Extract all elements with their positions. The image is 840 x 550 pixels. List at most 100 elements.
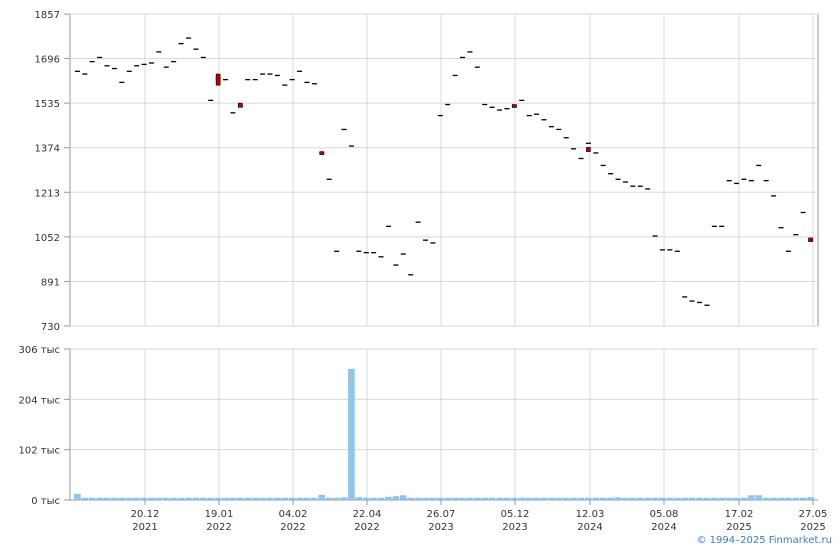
volume-bar [296,497,303,501]
price-candle-body [512,104,517,108]
volume-bar [340,497,348,501]
volume-tick-label: 306 тыс [19,345,60,356]
volume-bar [118,497,126,501]
volume-bar [799,497,807,501]
volume-bar [525,497,533,501]
volume-bar [592,497,600,501]
x-tick-year: 2024 [651,522,676,533]
x-tick-year: 2024 [577,522,602,533]
volume-bar [755,495,762,501]
volume-bar [444,497,451,501]
volume-bar [392,496,400,501]
volume-bar [326,497,333,501]
x-tick-date: 19.01 [205,509,234,520]
volume-bar [555,497,562,501]
volume-bar [400,495,407,501]
volume-bar [185,497,192,501]
volume-bar [244,497,251,501]
x-tick-date: 26.07 [427,509,456,520]
volume-bar [140,497,148,501]
x-tick-year: 2022 [206,522,231,533]
volume-bar [725,497,733,501]
volume-bar [733,497,740,501]
volume-bar [377,497,385,501]
volume-bar [89,497,96,501]
volume-bar [711,497,718,501]
volume-bar [762,497,770,501]
volume-bar [459,497,466,501]
volume-tick-label: 102 тыс [19,446,60,457]
volume-bar [496,497,503,501]
volume-bar [748,495,755,501]
x-tick-date: 04.02 [279,509,308,520]
volume-bar [785,497,792,501]
price-candle-body [319,151,325,155]
volume-bar [622,497,629,501]
volume-bar [562,497,570,501]
volume-y-ticks: 306 тыс 204 тыс 102 тыс 0 тыс [19,345,70,507]
price-tick-label: 1052 [35,233,60,244]
price-tick-label: 1696 [35,55,60,66]
volume-bar [659,497,666,501]
volume-bar [81,497,89,501]
volume-bar [718,497,725,501]
volume-bar [577,497,585,501]
volume-bar [363,497,370,501]
x-tick-date: 22.04 [353,509,382,520]
volume-bar [103,497,111,501]
volume-bar [333,497,340,501]
volume-bar [348,369,355,501]
volume-bar [607,497,614,501]
volume-bar [740,497,748,501]
volume-bar [214,497,222,501]
volume-bar [96,497,103,501]
volume-bar [370,497,377,501]
volume-bar [422,497,429,501]
volume-bar [666,497,674,501]
price-tick-label: 1535 [35,99,60,110]
volume-bar [681,497,688,501]
price-candle-body [215,73,221,86]
volume-bar [288,497,296,501]
volume-bar [192,497,200,501]
price-tick-label: 730 [41,322,60,333]
volume-bar [407,497,414,501]
volume-bar [222,497,229,501]
volume-bar [570,497,577,501]
volume-bar [503,497,511,501]
volume-bar [466,497,474,501]
x-tick-year: 2025 [800,522,825,533]
price-candle-body [808,237,813,242]
volume-grid [69,348,818,501]
volume-bar [770,497,777,501]
volume-bar [311,497,318,501]
volume-bar [111,497,118,501]
volume-bar [792,497,799,501]
volume-bar [688,497,696,501]
x-tick-year: 2023 [502,522,527,533]
volume-bar [259,497,266,501]
copyright-credit: © 1994–2025 Finmarket.ru [696,535,832,546]
price-tick-label: 1213 [35,188,60,199]
volume-bar [163,497,170,501]
volume-bar [74,493,81,501]
volume-bar [318,494,326,501]
volume-bar [629,497,637,501]
volume-bar [674,497,681,501]
price-tick-label: 891 [41,277,60,288]
x-tick-year: 2025 [726,522,751,533]
volume-bar [637,497,644,501]
volume-bar [126,497,133,501]
x-tick-year: 2023 [428,522,453,533]
volume-bar [451,497,459,501]
volume-bar [533,497,540,501]
volume-bar [644,497,651,501]
volume-bar [414,497,422,501]
volume-bar [266,497,274,501]
price-y-ticks: 1857 1696 1535 1374 1213 1052 891 730 [35,10,70,333]
volume-bar [474,497,481,501]
x-tick-year: 2022 [354,522,379,533]
volume-bar [429,497,437,501]
volume-bar [600,497,607,501]
x-tick-date: 20.12 [131,509,160,520]
